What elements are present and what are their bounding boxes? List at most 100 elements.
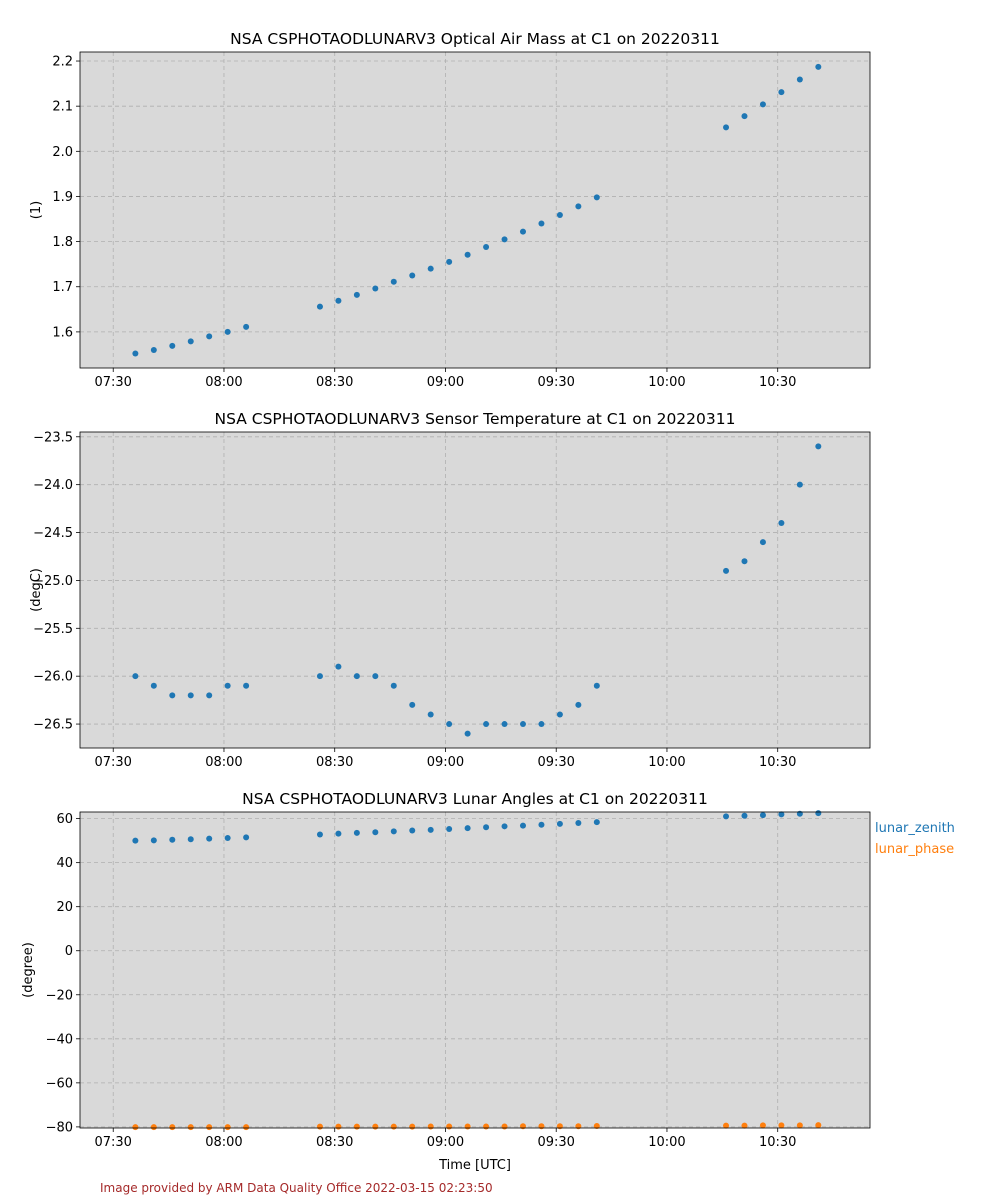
legend-entry-lunar-zenith: lunar_zenith [875,821,955,836]
data-point-s1 [224,682,231,689]
y-tick-label: −60 [46,1076,73,1091]
y-tick-label: 2.1 [52,100,73,115]
data-point-s1 [556,711,563,718]
data-point-s2 [409,1123,416,1130]
data-point-s1 [723,124,730,131]
data-point-s1 [815,810,822,817]
data-point-s2 [593,1123,600,1130]
y-tick-label: 1.7 [52,280,73,295]
x-tick-label: 08:30 [316,375,353,390]
data-point-s1 [538,220,545,227]
x-tick-label: 08:00 [205,1135,242,1150]
data-point-s1 [243,834,250,841]
data-point-s2 [169,1124,176,1131]
y-tick-label: −26.0 [33,670,73,685]
data-point-s1 [427,826,434,833]
data-point-s1 [796,76,803,83]
data-point-s1 [538,721,545,728]
data-point-s2 [759,1122,766,1129]
legend-entry-lunar-phase: lunar_phase [875,842,954,857]
data-point-s1 [575,820,582,827]
data-point-s1 [224,328,231,335]
data-point-s1 [483,244,490,251]
data-point-s2 [446,1123,453,1130]
y-tick-label: −80 [46,1120,73,1135]
y-tick-label: 2.2 [52,55,73,70]
data-point-s2 [335,1123,342,1130]
data-point-s1 [723,813,730,820]
data-point-s2 [815,1122,822,1129]
data-point-s1 [206,692,213,699]
data-point-s1 [243,682,250,689]
x-tick-label: 07:30 [94,755,131,770]
data-point-s1 [409,827,416,834]
x-tick-label: 09:30 [537,375,574,390]
data-point-s1 [815,63,822,70]
data-point-s1 [483,721,490,728]
data-point-s1 [335,297,342,304]
data-point-s1 [132,673,139,680]
data-point-s1 [519,822,526,829]
data-point-s1 [556,820,563,827]
data-point-s1 [815,443,822,450]
x-tick-label: 08:30 [316,755,353,770]
plot-background [80,812,870,1128]
y-tick-label: −26.5 [33,718,73,733]
x-tick-label: 10:00 [648,755,685,770]
data-point-s1 [556,211,563,218]
data-point-s1 [187,836,194,843]
x-tick-label: 10:00 [648,375,685,390]
x-tick-label: 08:00 [205,375,242,390]
x-tick-label: 08:00 [205,755,242,770]
chart-title: NSA CSPHOTAODLUNARV3 Sensor Temperature … [215,410,736,428]
data-point-s1 [483,824,490,831]
data-point-s2 [316,1123,323,1130]
data-point-s1 [796,481,803,488]
chart-1: 07:30 08:00 08:30 09:00 09:30 10:00 10:30 1.6 1.… [29,30,871,390]
data-point-s1 [501,823,508,830]
data-point-s1 [464,825,471,832]
data-point-s2 [390,1123,397,1130]
y-tick-label: −24.5 [33,526,73,541]
data-point-s2 [778,1122,785,1129]
x-tick-label: 07:30 [94,375,131,390]
data-point-s1 [778,519,785,526]
data-point-s1 [335,663,342,670]
data-point-s1 [593,682,600,689]
plot-frame [79,431,871,749]
data-point-s2 [187,1124,194,1131]
y-tick-label: 0 [65,944,73,959]
footer-credit: Image provided by ARM Data Quality Offic… [100,1181,493,1195]
plot-background [80,432,870,748]
data-point-s2 [483,1123,490,1130]
data-point-s1 [353,829,360,836]
x-tick-label: 09:30 [537,755,574,770]
data-point-s1 [464,730,471,737]
plot-background [80,52,870,368]
data-point-s1 [132,837,139,844]
x-tick-label: 10:30 [759,375,796,390]
data-point-s1 [372,285,379,292]
data-point-s1 [575,701,582,708]
y-tick-label: −25.5 [33,622,73,637]
y-axis-label: (degree) [21,942,36,998]
plot-frame [79,51,871,369]
data-point-s1 [446,825,453,832]
y-tick-label: 60 [56,812,73,827]
y-tick-label: 1.9 [52,190,73,205]
data-point-s1 [390,682,397,689]
data-point-s1 [575,203,582,210]
data-point-s1 [206,835,213,842]
data-point-s1 [409,701,416,708]
data-point-s1 [741,113,748,120]
data-point-s1 [759,101,766,108]
data-point-s1 [501,236,508,243]
data-point-s1 [150,682,157,689]
plot-frame [79,811,871,1129]
data-point-s1 [243,323,250,330]
data-point-s2 [464,1123,471,1130]
data-point-s2 [206,1124,213,1131]
data-point-s1 [778,89,785,96]
chart-3: 07:30 08:00 08:30 09:00 09:30 10:00 10:30 −80 −6… [21,790,955,1173]
